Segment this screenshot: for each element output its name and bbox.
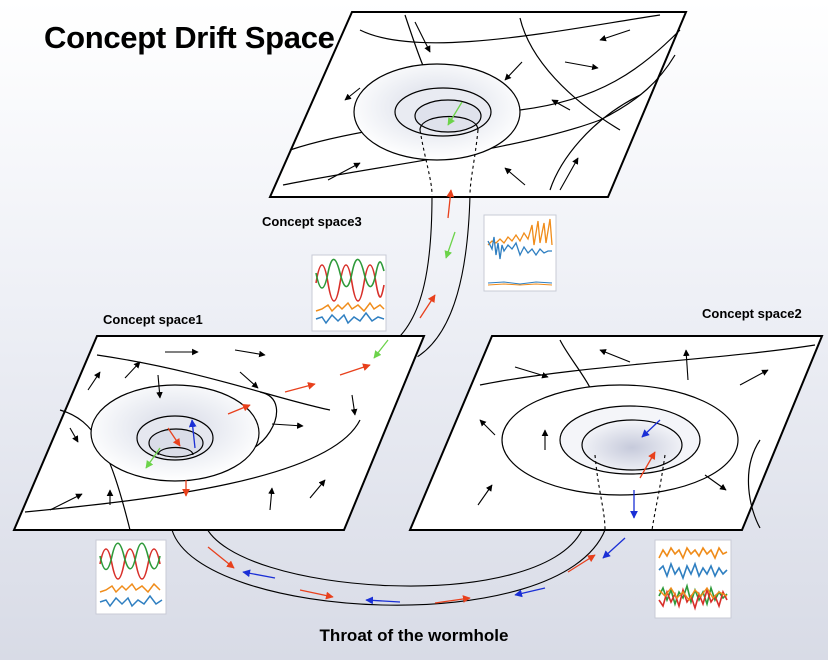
- drift-arrow-red: [227, 404, 251, 415]
- drift-arrow-red: [299, 589, 334, 600]
- flow-arrow: [234, 349, 266, 358]
- drift-arrow-red: [567, 554, 596, 573]
- flow-arrow: [268, 487, 275, 511]
- flow-arrow: [504, 61, 523, 81]
- drift-arrow-green: [447, 101, 463, 126]
- flow-arrow: [599, 29, 631, 42]
- drift-arrow-red: [167, 427, 181, 447]
- concept-space-3-label: Concept space3: [262, 214, 362, 229]
- drift-arrow-blue: [514, 587, 546, 598]
- flow-arrow: [559, 157, 579, 191]
- drift-arrow-red: [284, 382, 316, 393]
- flow-arrow: [479, 419, 496, 436]
- drift-arrow-blue: [641, 419, 661, 438]
- flow-arrow: [504, 167, 526, 186]
- time-series-thumbnail: [311, 254, 387, 332]
- flow-arrow: [344, 87, 361, 101]
- flow-arrow: [683, 349, 690, 381]
- concept-space-1-plane: [12, 335, 426, 531]
- flow-arrow: [271, 422, 304, 429]
- flow-arrow: [739, 369, 769, 386]
- flow-arrow: [309, 479, 326, 499]
- flow-arrow: [87, 371, 101, 391]
- flow-arrow: [327, 162, 361, 181]
- time-series-thumbnail: [483, 214, 557, 292]
- concept-space-2-label: Concept space2: [702, 306, 802, 321]
- drift-arrow-blue: [188, 419, 197, 449]
- drift-arrow-red: [419, 294, 436, 319]
- wormhole-drift-arrows: [207, 189, 626, 605]
- flow-arrow: [350, 394, 358, 416]
- flow-arrow: [156, 374, 163, 399]
- drift-arrow-red: [639, 451, 656, 479]
- drift-arrow-red: [446, 189, 455, 219]
- page-title: Concept Drift Space: [44, 20, 335, 55]
- concept-space-1-label: Concept space1: [103, 312, 203, 327]
- drift-arrow-green: [444, 231, 456, 259]
- flow-arrow: [551, 99, 571, 111]
- time-series-thumbnail: [654, 539, 732, 619]
- drift-arrow-green: [145, 447, 161, 469]
- flow-arrow: [124, 361, 141, 379]
- drift-arrow-red: [207, 546, 235, 569]
- concept-space-3-plane: [268, 11, 688, 198]
- drift-arrow-blue: [242, 569, 276, 579]
- flow-arrow: [514, 366, 549, 379]
- time-series-thumbnail: [95, 539, 167, 615]
- drift-arrow-red: [434, 595, 471, 604]
- drift-arrow-red: [339, 363, 371, 376]
- flow-arrow: [414, 21, 431, 53]
- flow-arrow: [49, 493, 83, 511]
- drift-arrow-blue: [602, 537, 626, 559]
- flow-arrow: [239, 371, 259, 389]
- flow-arrow: [599, 349, 631, 363]
- concept-space-2-plane: [408, 335, 824, 531]
- wormhole-throat-caption: Throat of the wormhole: [319, 626, 509, 645]
- flow-arrow: [704, 474, 727, 491]
- flow-arrow: [564, 61, 599, 71]
- flow-arrow: [477, 484, 493, 506]
- flow-arrow: [69, 427, 79, 443]
- drift-arrow-blue: [365, 596, 401, 605]
- drift-arrow-green: [373, 339, 389, 359]
